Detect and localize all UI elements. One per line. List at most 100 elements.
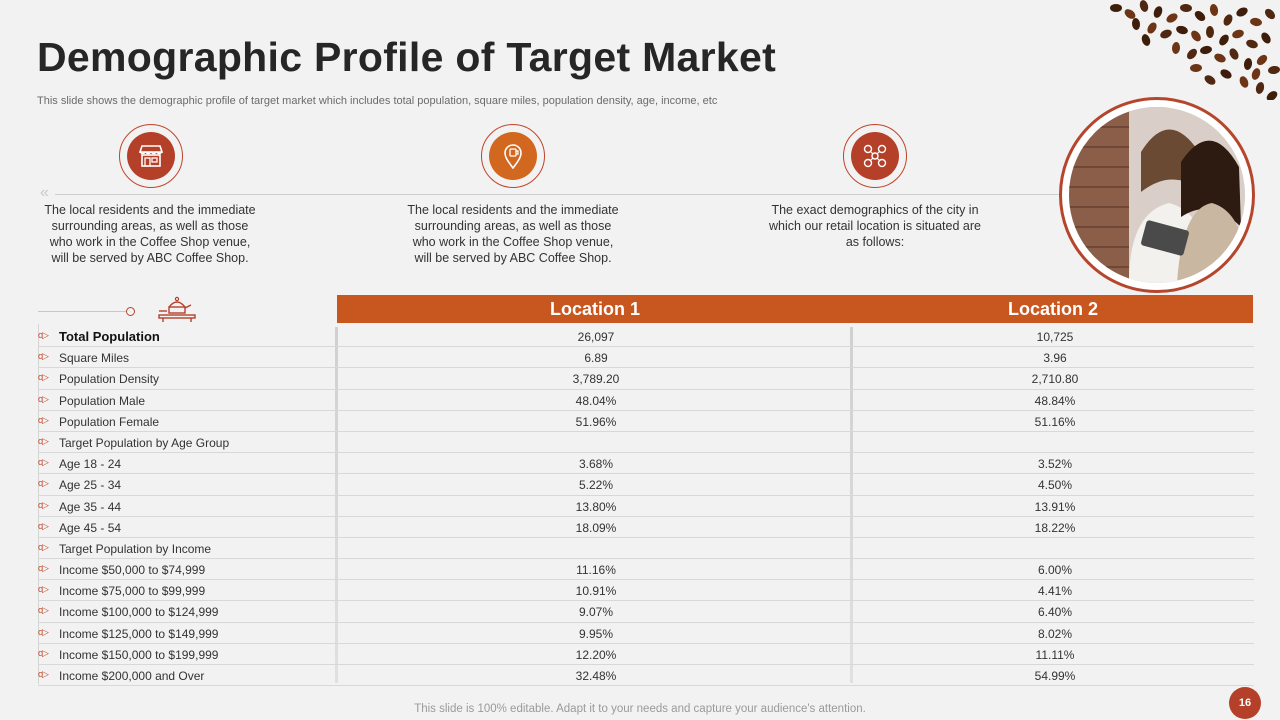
bullet-arrow-icon: o▷ [38,435,49,446]
row-label: Population Male [59,393,146,408]
table-row: o▷ Income $50,000 to $74,999 11.16% 6.00% [38,559,1254,581]
row-label: Income $125,000 to $149,999 [59,626,219,641]
data-table: o▷ Total Population 26,097 10,725 o▷ Square M… [38,326,1254,687]
feature-2-icon-ring [481,124,545,188]
row-label: Income $50,000 to $74,999 [59,563,206,578]
coffee-bean [1175,24,1189,36]
location-1-value: 13.80% [575,499,617,514]
bullet-arrow-icon: o▷ [38,541,49,552]
table-row: o▷ Target Population by Income [38,538,1254,560]
location-1-value: 9.07% [578,605,614,620]
location-1-value: 11.16% [576,563,616,578]
location-2-value: 10,725 [1036,330,1074,344]
table-row: o▷ Age 45 - 54 18.09% 18.22% [38,517,1254,538]
row-label: Income $75,000 to $99,999 [59,584,206,599]
feature-3-icon-ring [843,124,907,188]
table-row: o▷ Income $75,000 to $99,999 10.91% 4.41% [38,580,1254,602]
coffee-bean [1237,74,1251,90]
table-row: o▷ Income $200,000 and Over 32.48% 54.99% [38,665,1254,687]
location-1-value: 10.91% [575,584,617,599]
coffee-bean [1140,33,1152,47]
page-number: 16 [1229,687,1261,719]
bullet-arrow-icon: o▷ [38,605,49,616]
coffee-bean [1234,5,1250,19]
table-row: o▷ Age 35 - 44 13.80% 13.91% [38,496,1254,517]
location-1-value: 9.95% [578,626,614,641]
coffee-bean [1110,4,1122,12]
feature-3-text: The exact demographics of the city in wh… [769,203,981,249]
coffee-bean [1243,57,1253,71]
table-header: Location 1 Location 2 [337,295,1253,323]
bullet-arrow-icon: o▷ [38,584,49,595]
footer-note: This slide is 100% editable. Adapt it to… [414,703,866,715]
row-label: Target Population by Age Group [59,435,230,450]
row-label: Population Female [59,414,160,429]
column-separator [335,327,338,683]
row-label: Total Population [59,329,160,344]
connector-line [38,311,130,312]
bullet-arrow-icon: o▷ [38,626,49,637]
location-1-value: 3.68% [578,457,614,472]
connector-dot [126,307,135,316]
coffee-bean [1208,3,1220,17]
bullet-arrow-icon: o▷ [38,478,49,489]
coffee-bean [1199,44,1213,56]
table-row: o▷ Age 25 - 34 5.22% 4.50% [38,474,1254,496]
column-separator [850,327,853,683]
row-label: Age 35 - 44 [59,499,122,514]
location-1-value: 18.09% [575,520,617,535]
coffee-bean [1205,25,1215,39]
bullet-arrow-icon: o▷ [38,457,49,468]
coffee-bean [1249,17,1263,27]
bullet-arrow-icon: o▷ [38,499,49,510]
bullet-arrow-icon: o▷ [38,563,49,574]
coffee-bean [1185,46,1199,62]
teapot-tray-icon [155,293,199,328]
bullet-arrow-icon: o▷ [38,647,49,658]
coffee-bean [1262,6,1278,22]
location-2-value: 18.22% [1034,520,1076,535]
coffee-bean [1145,20,1159,36]
coffee-bean [1192,9,1208,23]
coffee-bean [1227,46,1241,62]
location-1-value: 51.96% [575,414,617,429]
table-row: o▷ Age 18 - 24 3.68% 3.52% [38,453,1254,475]
bullet-arrow-icon: o▷ [38,669,49,679]
chevron-left-icon: « [40,184,49,201]
location-1-value: 3,789.20 [572,372,620,387]
slide-subtitle: This slide shows the demographic profile… [37,95,718,107]
location-1-value: 6.89 [584,351,608,366]
location-2-value: 8.02% [1037,626,1073,641]
row-label: Income $200,000 and Over [59,669,205,683]
header-location-1: Location 1 [549,299,640,319]
coffee-bean [1264,89,1280,100]
timeline-line [55,194,1065,195]
table-row: o▷ Population Male 48.04% 48.84% [38,390,1254,411]
coffee-bean [1164,11,1180,25]
table-row: o▷ Income $100,000 to $124,999 9.07% 6.40% [38,601,1254,623]
table-left-rule [38,324,39,684]
coffee-bean [1267,65,1280,75]
location-1-value: 26,097 [577,330,615,344]
feature-1-text: The local residents and the immediate su… [44,203,256,265]
header-location-2: Location 2 [1007,299,1098,319]
coffee-bean [1231,28,1245,40]
bullet-arrow-icon: o▷ [38,372,49,383]
coffee-bean [1189,28,1203,44]
coffee-bean [1254,52,1270,68]
location-2-value: 3.96 [1043,351,1067,366]
location-2-value: 48.84% [1034,393,1076,408]
location-2-value: 11.11% [1035,647,1075,662]
coffee-bean [1244,38,1260,50]
store-icon [127,132,175,180]
location-1-value: 5.22% [578,478,614,493]
location-2-value: 54.99% [1034,669,1076,683]
coffee-bean [1259,30,1273,46]
table-row: o▷ Income $125,000 to $149,999 9.95% 8.02% [38,623,1254,644]
coffee-beans-image [1100,0,1280,100]
coffee-bean [1138,0,1150,13]
row-label: Income $150,000 to $199,999 [59,647,219,662]
location-2-value: 4.50% [1037,478,1073,493]
row-label: Square Miles [59,351,130,366]
coffee-bean [1217,32,1231,48]
